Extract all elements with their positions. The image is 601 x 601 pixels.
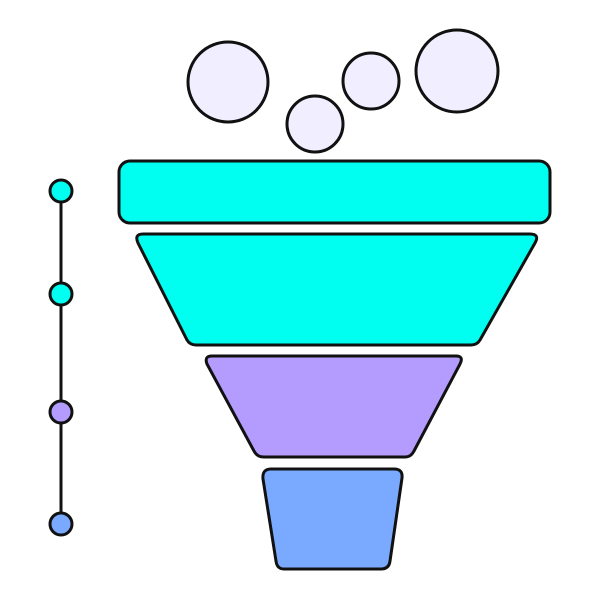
funnel-stage-2 (135, 232, 539, 347)
funnel-stage-3 (204, 354, 463, 459)
timeline-marker-1 (48, 178, 74, 204)
timeline-marker-2 (48, 281, 74, 307)
timeline-marker-4 (48, 511, 74, 537)
funnel-stages-group (117, 159, 552, 571)
bubble-2 (285, 94, 345, 154)
timeline (48, 178, 74, 537)
bubble-4 (414, 28, 500, 114)
bubbles-group (186, 28, 500, 154)
funnel-stage-1 (117, 159, 552, 225)
bubble-3 (341, 51, 401, 111)
funnel-stage-4 (261, 467, 404, 571)
timeline-marker-3 (48, 399, 74, 425)
bubble-1 (186, 40, 270, 124)
